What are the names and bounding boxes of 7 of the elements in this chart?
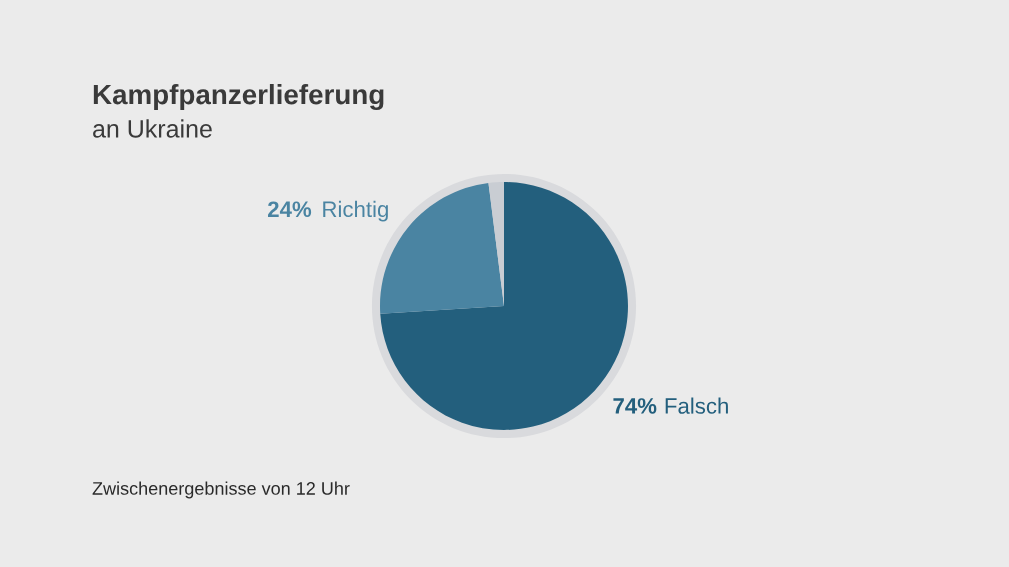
- data-label: 24%: [268, 201, 312, 218]
- chart-title: Kampfpanzerlieferung: [93, 83, 384, 111]
- slice-label: Richtig: [323, 200, 388, 222]
- chart-subtitle: an Ukraine: [93, 119, 212, 138]
- slice-label: Falsch: [665, 397, 728, 414]
- data-label: 74%: [613, 398, 657, 414]
- text: Zwischenergebnisse von 12 Uhr: [92, 481, 350, 499]
